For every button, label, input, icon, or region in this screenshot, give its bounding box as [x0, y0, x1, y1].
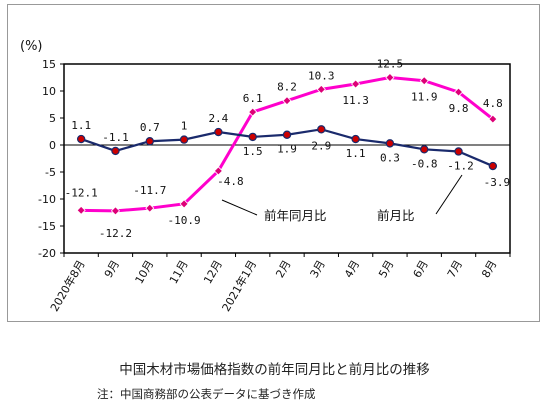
- y-tick-label: 0: [49, 139, 56, 152]
- data-label-yoy: 11.9: [411, 91, 438, 104]
- data-point-yoy: [453, 87, 464, 97]
- x-tick-label: 2021年1月: [219, 258, 260, 314]
- data-label-mom: -1.2: [447, 159, 474, 172]
- x-tick-label: 2月: [273, 258, 293, 280]
- y-tick-label: -15: [38, 220, 56, 233]
- y-tick-label: 10: [42, 85, 56, 98]
- chart-frame: [7, 4, 540, 322]
- data-label-yoy: 9.8: [449, 102, 469, 115]
- data-label-mom: 0.3: [380, 151, 400, 164]
- data-point-yoy: [351, 79, 361, 89]
- data-label-yoy: -12.2: [99, 227, 132, 240]
- data-label-yoy: -4.8: [217, 175, 244, 188]
- data-point-yoy: [76, 205, 86, 215]
- data-label-yoy: -10.9: [168, 214, 201, 227]
- data-label-mom: 1.9: [277, 143, 297, 156]
- series-label-mom: 前月比: [377, 208, 415, 223]
- chart-caption-title: 中国木材市場価格指数の前年同月比と前月比の推移: [119, 362, 430, 378]
- data-point-yoy: [419, 76, 429, 86]
- data-label-mom: 1.1: [346, 147, 366, 160]
- data-point-mom: [488, 161, 498, 171]
- data-point-yoy: [385, 72, 395, 83]
- data-label-yoy: 11.3: [342, 94, 369, 107]
- y-tick-label: 5: [49, 112, 56, 125]
- series-label-yoy: 前年同月比: [264, 208, 327, 223]
- data-point-mom: [454, 147, 463, 156]
- data-label-mom: -1.1: [102, 131, 129, 144]
- data-label-yoy: 10.3: [308, 69, 335, 82]
- data-point-mom: [214, 127, 223, 137]
- data-label-yoy: 6.1: [243, 92, 263, 105]
- x-tick-label: 6月: [411, 258, 431, 280]
- data-point-mom: [145, 137, 154, 146]
- data-point-mom: [248, 132, 257, 142]
- data-label-mom: 2.9: [311, 139, 331, 152]
- x-tick-label: 9月: [102, 258, 122, 280]
- x-tick-label: 10月: [133, 258, 157, 286]
- data-label-mom: -3.9: [484, 176, 511, 189]
- x-tick-label: 2020年8月: [47, 258, 88, 314]
- data-point-mom: [420, 145, 429, 154]
- x-tick-label: 3月: [308, 258, 328, 280]
- data-point-mom: [179, 135, 189, 144]
- y-tick-label: 15: [42, 58, 56, 71]
- y-tick-label: -10: [38, 193, 56, 206]
- y-tick-label: -20: [38, 247, 56, 260]
- y-unit-label: (%): [20, 39, 43, 54]
- data-point-yoy: [316, 84, 326, 94]
- data-label-mom: 1.5: [243, 145, 263, 158]
- data-label-yoy: 8.2: [277, 81, 297, 94]
- data-label-mom: -0.8: [411, 157, 438, 170]
- chart-caption-note: 注：中国商務部の公表データに基づき作成: [97, 387, 316, 401]
- data-label-mom: 2.4: [208, 112, 228, 125]
- data-point-mom: [76, 134, 86, 144]
- callout-leader-mom: [435, 174, 463, 215]
- data-point-mom: [282, 130, 292, 139]
- data-point-yoy: [110, 206, 121, 216]
- data-point-mom: [351, 134, 360, 144]
- data-label-mom: 1: [181, 120, 188, 133]
- data-point-mom: [111, 146, 120, 156]
- plot-area: [63, 63, 511, 254]
- data-point-yoy: [213, 166, 223, 176]
- x-tick-label: 8月: [479, 258, 499, 280]
- x-tick-label: 7月: [445, 258, 465, 280]
- y-tick-label: -5: [45, 166, 56, 179]
- data-point-yoy: [248, 107, 258, 117]
- x-tick-label: 4月: [342, 258, 362, 280]
- data-point-yoy: [488, 114, 498, 124]
- data-label-yoy: -11.7: [133, 184, 166, 197]
- data-point-yoy: [179, 199, 189, 209]
- data-point-mom: [385, 139, 395, 148]
- data-point-yoy: [145, 203, 155, 213]
- x-tick-label: 11月: [167, 258, 191, 286]
- callout-leader-yoy: [221, 199, 258, 216]
- data-label-yoy: -12.1: [65, 186, 98, 199]
- x-tick-label: 12月: [201, 258, 225, 286]
- data-label-yoy: 12.5: [377, 58, 404, 71]
- data-point-yoy: [282, 96, 292, 106]
- x-tick-label: 5月: [376, 258, 396, 280]
- data-point-mom: [317, 125, 326, 134]
- data-label-mom: 1.1: [71, 119, 91, 132]
- data-label-yoy: 4.8: [483, 97, 503, 110]
- data-label-mom: 0.7: [140, 121, 160, 134]
